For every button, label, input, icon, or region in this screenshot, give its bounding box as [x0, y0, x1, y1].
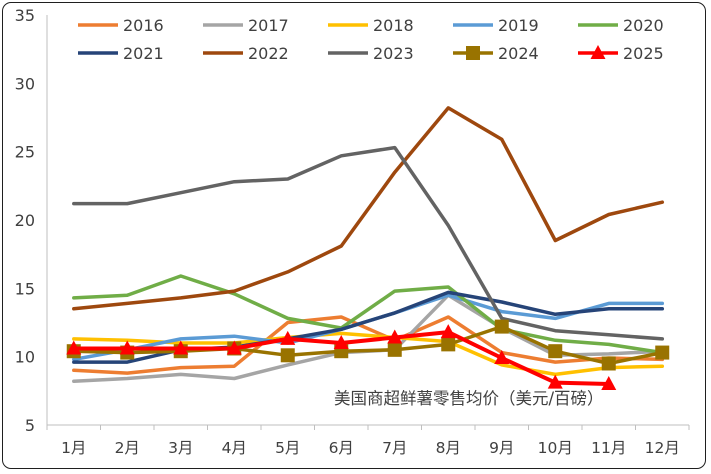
legend-marker [590, 45, 606, 59]
data-point-2024 [494, 319, 509, 334]
data-point-2025 [440, 324, 456, 339]
series-2025 [66, 324, 617, 390]
legend-label: 2019 [498, 16, 539, 35]
x-tick-label: 5月 [275, 439, 300, 457]
data-point-2025 [66, 340, 82, 355]
series-layer [66, 106, 670, 390]
legend-item-2018: 2018 [328, 16, 414, 35]
legend-marker [466, 46, 480, 60]
series-line-2018 [72, 331, 665, 377]
legend-label: 2022 [248, 44, 289, 63]
series-2018 [72, 331, 665, 377]
x-tick-label: 6月 [329, 439, 354, 457]
data-point-2025 [494, 350, 510, 365]
legend-item-2025: 2025 [578, 44, 664, 63]
data-point-2025 [333, 335, 349, 349]
data-point-2025 [226, 340, 242, 355]
chart-annotation: 美国商超鲜薯零售均价（美元/百磅） [334, 389, 604, 408]
y-tick-label: 35 [15, 6, 35, 25]
x-tick-label: 7月 [382, 439, 407, 457]
data-point-2025 [119, 340, 135, 355]
y-tick-label: 5 [25, 416, 35, 435]
legend-item-2016: 2016 [78, 16, 164, 35]
legend-item-2017: 2017 [203, 16, 289, 35]
series-2023 [72, 145, 665, 341]
legend-label: 2024 [498, 44, 539, 63]
legend-item-2021: 2021 [78, 44, 164, 63]
series-line-2020 [72, 274, 665, 355]
data-point-2024 [387, 342, 402, 357]
legend-label: 2017 [248, 16, 289, 35]
data-point-2024 [280, 348, 295, 363]
series-line-2022 [72, 106, 665, 311]
data-point-2025 [173, 340, 189, 355]
legend: 2016 2017 2018 2019 2020 2021 2022 2023 2024 2025 [78, 16, 664, 63]
legend-item-2020: 2020 [578, 16, 664, 35]
legend-label: 2016 [123, 16, 164, 35]
data-point-2025 [601, 376, 617, 390]
series-2022 [72, 106, 665, 311]
data-point-2024 [441, 337, 456, 352]
y-tick-label: 30 [15, 74, 35, 93]
chart-frame [2, 2, 706, 469]
series-2020 [72, 274, 665, 355]
legend-label: 2020 [623, 16, 664, 35]
y-tick-label: 20 [15, 211, 35, 230]
x-tick-label: 1月 [61, 439, 86, 457]
x-tick-label: 10月 [538, 439, 573, 457]
data-point-2025 [387, 329, 403, 344]
legend-label: 2025 [623, 44, 664, 63]
x-tick-label: 4月 [222, 439, 247, 457]
y-tick-label: 25 [15, 143, 35, 162]
legend-item-2023: 2023 [328, 44, 414, 63]
data-point-2025 [280, 330, 296, 345]
series-line-2024 [72, 324, 665, 366]
x-tick-label: 12月 [645, 439, 680, 457]
data-point-2024 [548, 344, 563, 359]
legend-label: 2023 [373, 44, 414, 63]
y-tick-label: 10 [15, 348, 35, 367]
y-tick-label: 15 [15, 279, 35, 298]
data-point-2025 [547, 374, 563, 389]
legend-label: 2018 [373, 16, 414, 35]
x-tick-label: 11月 [591, 439, 626, 457]
legend-item-2019: 2019 [453, 16, 539, 35]
x-tick-label: 3月 [168, 439, 193, 457]
data-point-2024 [655, 345, 670, 360]
series-line-2016 [72, 315, 665, 375]
legend-item-2022: 2022 [203, 44, 289, 63]
legend-item-2024: 2024 [453, 44, 539, 63]
x-tick-label: 2月 [115, 439, 140, 457]
legend-label: 2021 [123, 44, 164, 63]
series-line-2023 [72, 145, 665, 341]
x-tick-label: 8月 [436, 439, 461, 457]
series-2016 [72, 315, 665, 375]
x-tick-label: 9月 [489, 439, 514, 457]
data-point-2024 [601, 356, 616, 371]
